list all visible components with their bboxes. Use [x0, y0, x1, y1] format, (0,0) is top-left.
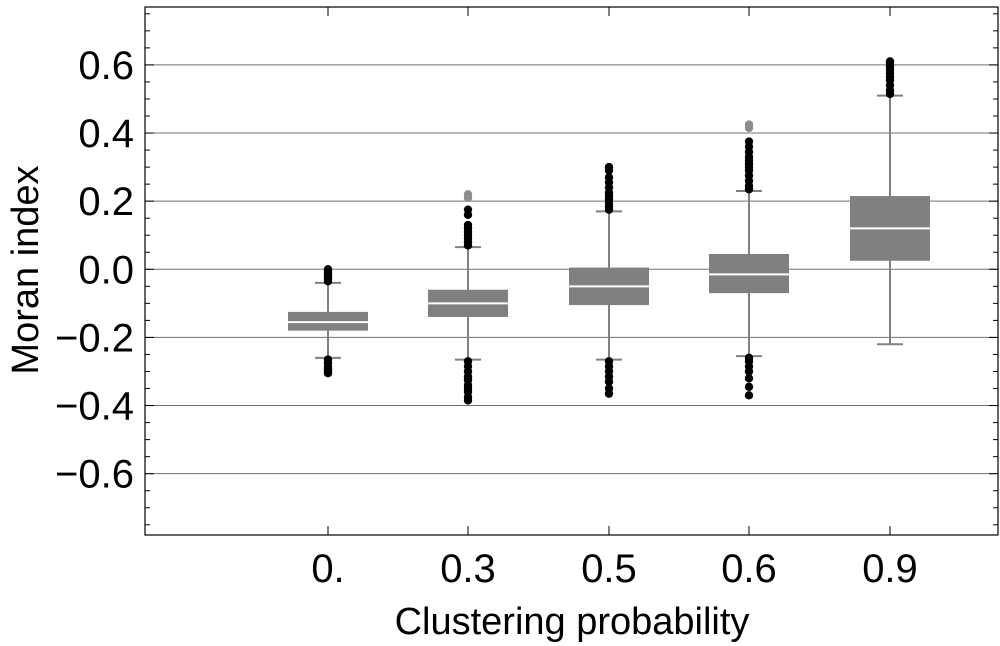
y-tick-label: 0.2	[78, 180, 134, 224]
axis-ticks	[145, 7, 998, 535]
box-group-0.3	[428, 190, 508, 405]
y-tick-label: 0.6	[78, 44, 134, 88]
outlier-point	[885, 57, 895, 66]
outlier-point	[744, 374, 754, 383]
outlier-point	[463, 396, 473, 405]
plot-frame	[144, 6, 999, 536]
box-group-0.	[288, 265, 368, 378]
outlier-point	[604, 377, 614, 386]
box-series	[288, 57, 930, 405]
outlier-point	[604, 162, 614, 172]
y-tick-label: 0.0	[78, 248, 134, 292]
x-tick-label: 0.	[311, 547, 344, 591]
outlier-point	[744, 367, 754, 376]
y-tick-label: −0.2	[55, 316, 134, 360]
y-axis-title: Moran index	[5, 165, 47, 374]
outlier-point	[604, 389, 614, 398]
outlier-point	[604, 173, 614, 182]
box-group-0.9	[850, 57, 930, 346]
tick-labels: −0.6 −0.4 −0.2 0.0 0.2 0.4 0.6 0. 0.3 0.5 0.6 0.9	[55, 44, 918, 591]
outlier-point	[463, 205, 473, 214]
outlier-point	[323, 368, 333, 378]
x-tick-label: 0.9	[862, 547, 918, 591]
y-tick-label: −0.6	[55, 453, 134, 497]
outlier-point	[744, 382, 754, 392]
far-outlier-point	[744, 120, 754, 129]
x-tick-label: 0.3	[440, 547, 496, 591]
outlier-point	[744, 391, 754, 400]
box-group-0.5	[569, 162, 649, 398]
outlier-point	[463, 220, 473, 230]
x-axis-title: Clustering probability	[395, 601, 750, 643]
outlier-point	[744, 137, 754, 146]
y-tick-label: 0.4	[78, 112, 134, 156]
far-outlier-point	[463, 190, 473, 199]
plot-border	[144, 6, 999, 536]
y-tick-label: −0.4	[55, 385, 134, 429]
x-tick-label: 0.5	[581, 547, 637, 591]
outlier-point	[323, 265, 333, 274]
grid-lines	[145, 64, 998, 475]
box-group-0.6	[709, 120, 789, 400]
x-tick-label: 0.6	[721, 547, 777, 591]
